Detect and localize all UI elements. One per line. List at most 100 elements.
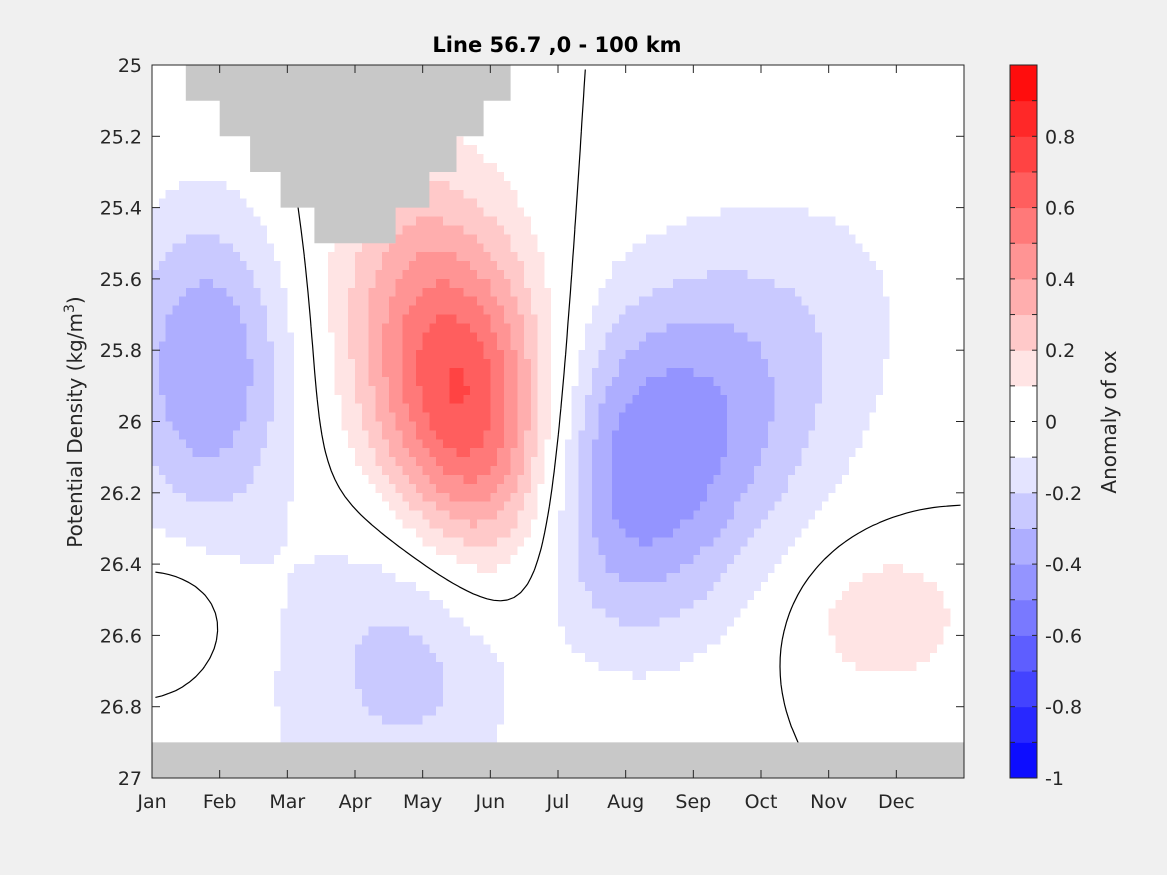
heatmap-cell — [700, 332, 708, 342]
heatmap-cell — [165, 368, 173, 378]
heatmap-cell — [828, 91, 837, 102]
heatmap-cell — [632, 278, 640, 289]
heatmap-cell — [625, 341, 634, 351]
heatmap-cell — [300, 376, 309, 387]
heatmap-cell — [226, 359, 234, 369]
heatmap-cell — [463, 287, 471, 298]
heatmap-cell — [273, 412, 282, 423]
heatmap-cell — [233, 207, 241, 218]
heatmap-cell — [551, 385, 559, 396]
heatmap-cell — [185, 100, 194, 111]
heatmap-cell — [882, 394, 891, 405]
heatmap-cell — [294, 323, 302, 333]
heatmap-cell — [179, 287, 187, 298]
heatmap-cell — [449, 385, 458, 396]
heatmap-cell — [551, 216, 559, 227]
heatmap-cell — [605, 412, 613, 423]
heatmap-cell — [788, 154, 796, 164]
heatmap-cell — [341, 394, 349, 405]
heatmap-cell — [246, 296, 255, 307]
heatmap-cell — [815, 109, 823, 120]
heatmap-cell — [239, 269, 248, 280]
heatmap-cell — [788, 163, 796, 173]
heatmap-cell — [206, 323, 214, 333]
heatmap-cell — [355, 341, 363, 351]
heatmap-cell — [869, 394, 877, 405]
heatmap-cell — [652, 394, 661, 405]
heatmap-cell — [876, 91, 884, 102]
heatmap-cell — [950, 261, 958, 271]
heatmap-cell — [767, 350, 776, 360]
heatmap-cell — [280, 261, 288, 271]
heatmap-cell — [253, 341, 261, 351]
heatmap-cell — [794, 127, 803, 137]
heatmap-cell — [192, 350, 200, 360]
heatmap-cell — [267, 225, 275, 235]
heatmap-cell — [740, 73, 749, 84]
heatmap-cell — [747, 278, 755, 289]
heatmap-cell — [916, 243, 924, 253]
heatmap-cell — [273, 180, 282, 191]
heatmap-cell — [821, 278, 830, 289]
heatmap-cell — [693, 296, 701, 307]
heatmap-cell — [564, 145, 573, 155]
heatmap-cell — [449, 376, 458, 387]
heatmap-cell — [551, 234, 559, 244]
heatmap-cell — [544, 278, 552, 289]
heatmap-cell — [388, 261, 397, 271]
heatmap-cell — [165, 180, 173, 191]
heatmap-cell — [815, 171, 823, 182]
heatmap-cell — [165, 82, 173, 93]
heatmap-cell — [158, 163, 167, 173]
heatmap-cell — [260, 359, 268, 369]
heatmap-cell — [503, 100, 512, 111]
heatmap-cell — [652, 65, 661, 75]
heatmap-cell — [781, 189, 789, 200]
heatmap-cell — [524, 82, 532, 93]
heatmap-cell — [733, 163, 742, 173]
heatmap-cell — [754, 314, 762, 325]
heatmap-cell — [368, 296, 376, 307]
heatmap-cell — [503, 252, 512, 262]
heatmap-cell — [821, 109, 830, 120]
heatmap-cell — [212, 376, 221, 387]
heatmap-cell — [767, 225, 776, 235]
heatmap-cell — [165, 154, 173, 164]
heatmap-cell — [774, 189, 782, 200]
heatmap-cell — [842, 225, 850, 235]
heatmap-cell — [361, 403, 370, 414]
heatmap-cell — [923, 296, 931, 307]
heatmap-cell — [165, 234, 173, 244]
heatmap-cell — [409, 403, 417, 414]
heatmap-cell — [673, 100, 681, 111]
heatmap-cell — [152, 216, 160, 227]
heatmap-cell — [889, 145, 897, 155]
heatmap-cell — [395, 269, 403, 280]
heatmap-cell — [754, 385, 762, 396]
heatmap-cell — [490, 252, 498, 262]
heatmap-cell — [564, 171, 573, 182]
heatmap-cell — [199, 198, 207, 209]
heatmap-cell — [537, 376, 546, 387]
heatmap-cell — [585, 243, 593, 253]
heatmap-cell — [334, 368, 343, 378]
heatmap-cell — [639, 332, 647, 342]
heatmap-cell — [767, 421, 776, 432]
heatmap-cell — [679, 252, 688, 262]
heatmap-cell — [943, 252, 952, 262]
heatmap-cell — [869, 189, 877, 200]
heatmap-cell — [179, 207, 187, 218]
heatmap-cell — [422, 430, 431, 440]
heatmap-cell — [476, 234, 485, 244]
heatmap-cell — [828, 359, 837, 369]
heatmap-cell — [382, 376, 390, 387]
heatmap-cell — [788, 314, 796, 325]
heatmap-cell — [172, 109, 180, 120]
heatmap-cell — [510, 243, 518, 253]
heatmap-cell — [395, 261, 403, 271]
heatmap-cell — [510, 127, 518, 137]
heatmap-cell — [876, 82, 884, 93]
heatmap-cell — [544, 136, 552, 146]
heatmap-cell — [876, 278, 884, 289]
heatmap-cell — [821, 189, 830, 200]
